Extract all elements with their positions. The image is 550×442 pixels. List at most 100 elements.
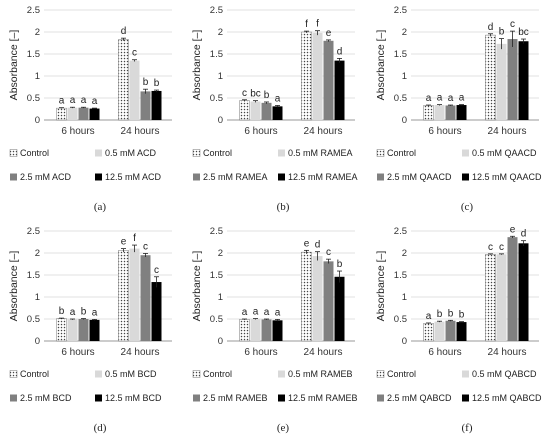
- significance-letter: b: [499, 27, 505, 38]
- significance-letter: e: [326, 28, 332, 39]
- bar: [423, 323, 434, 342]
- legend-swatch: [278, 394, 285, 402]
- bar: [89, 319, 100, 341]
- error-bar: [510, 30, 515, 47]
- legend-entry: 0.5 mM QABCD: [462, 369, 537, 379]
- bar: [250, 319, 261, 341]
- y-tick-label: 1.5: [210, 270, 223, 281]
- legend-entry: Control: [192, 369, 232, 379]
- error-bar: [253, 100, 258, 103]
- significance-letter: a: [275, 93, 281, 104]
- bar: [78, 319, 89, 341]
- x-category-label: 24 hours: [121, 347, 160, 358]
- significance-letter: e: [121, 237, 127, 248]
- legend-label: 2.5 mM RAMEB: [203, 393, 268, 403]
- significance-letter: a: [459, 93, 465, 104]
- legend-swatch: [462, 173, 469, 181]
- legend-label: 2.5 mM BCD: [20, 393, 72, 403]
- significance-letter: d: [337, 46, 343, 57]
- y-axis-label: Absorbance [–]: [191, 30, 203, 101]
- error-bar: [81, 106, 86, 109]
- error-bar: [499, 253, 504, 255]
- legend-label: Control: [387, 148, 416, 158]
- error-bar: [59, 107, 64, 109]
- error-bar: [426, 322, 431, 324]
- y-tick-label: 0.5: [27, 93, 40, 104]
- y-tick-label: 1: [402, 292, 407, 303]
- x-category-label: 24 hours: [304, 347, 343, 358]
- legend-swatch: [9, 149, 18, 157]
- error-bar: [275, 319, 280, 322]
- legend-label: Control: [20, 369, 49, 379]
- legend-swatch: [95, 370, 102, 378]
- x-category-label: 6 hours: [244, 126, 277, 137]
- bar: [334, 60, 345, 120]
- significance-letter: d: [521, 229, 527, 240]
- bar: [261, 102, 272, 120]
- legend-entry: Control: [376, 148, 416, 158]
- significance-letter: a: [426, 311, 432, 322]
- error-bar: [121, 248, 126, 253]
- significance-letter: b: [59, 306, 65, 317]
- error-bar: [264, 101, 269, 104]
- bar: [140, 91, 151, 120]
- significance-letter: a: [264, 307, 270, 318]
- x-category-label: 24 hours: [121, 126, 160, 137]
- panel-label: (b): [277, 201, 290, 213]
- bar: [129, 248, 140, 341]
- x-category-label: 6 hours: [428, 126, 461, 137]
- significance-letter: f: [316, 19, 319, 30]
- x-category-label: 6 hours: [61, 347, 94, 358]
- legend-swatch: [377, 173, 384, 181]
- legend-entry: 2.5 mM QABCD: [377, 393, 452, 403]
- y-tick-label: 2: [35, 248, 40, 259]
- panel-label: (c): [461, 201, 474, 213]
- legend-swatch: [278, 149, 285, 157]
- legend-swatch: [192, 149, 201, 157]
- bar: [323, 261, 334, 341]
- legend-swatch: [192, 370, 201, 378]
- error-bar: [437, 104, 442, 106]
- significance-letter: a: [426, 93, 432, 104]
- error-bar: [154, 89, 159, 92]
- error-bar: [121, 37, 126, 41]
- y-tick-label: 0.5: [394, 93, 407, 104]
- legend-swatch: [377, 394, 384, 402]
- error-bar: [242, 318, 247, 320]
- legend-entry: 12.5 mM QAACD: [462, 172, 542, 182]
- legend-entry: 12.5 mM RAMEB: [278, 393, 358, 403]
- y-tick-label: 2: [218, 27, 223, 38]
- significance-letter: b: [459, 310, 465, 321]
- significance-letter: c: [242, 88, 247, 99]
- y-axis-label: Absorbance [–]: [8, 251, 20, 322]
- error-bar: [448, 319, 453, 322]
- legend-swatch: [376, 370, 385, 378]
- error-bar: [92, 319, 97, 321]
- bar: [445, 105, 456, 120]
- y-tick-label: 0.5: [210, 93, 223, 104]
- significance-letter: d: [121, 26, 127, 37]
- y-tick-label: 2: [218, 248, 223, 259]
- legend-label: 2.5 mM QABCD: [387, 393, 452, 403]
- y-tick-label: 1: [35, 71, 40, 82]
- significance-letter: d: [488, 22, 494, 33]
- significance-letter: a: [70, 95, 76, 106]
- significance-letter: b: [437, 309, 443, 320]
- bar: [323, 40, 334, 120]
- error-bar: [59, 317, 64, 319]
- error-bar: [488, 33, 493, 37]
- bar: [89, 108, 100, 120]
- legend-label: 12.5 mM BCD: [105, 393, 162, 403]
- significance-letter: c: [488, 242, 493, 253]
- y-tick-label: 0: [402, 336, 407, 347]
- significance-letter: a: [92, 96, 98, 107]
- legend-swatch: [95, 173, 102, 181]
- legend-entry: 0.5 mM RAMEB: [278, 369, 353, 379]
- y-tick-label: 0: [402, 115, 407, 126]
- legend-label: 12.5 mM ACD: [105, 172, 162, 182]
- error-bar: [304, 30, 309, 33]
- bar: [250, 101, 261, 120]
- x-category-label: 24 hours: [304, 126, 343, 137]
- bar: [518, 41, 529, 120]
